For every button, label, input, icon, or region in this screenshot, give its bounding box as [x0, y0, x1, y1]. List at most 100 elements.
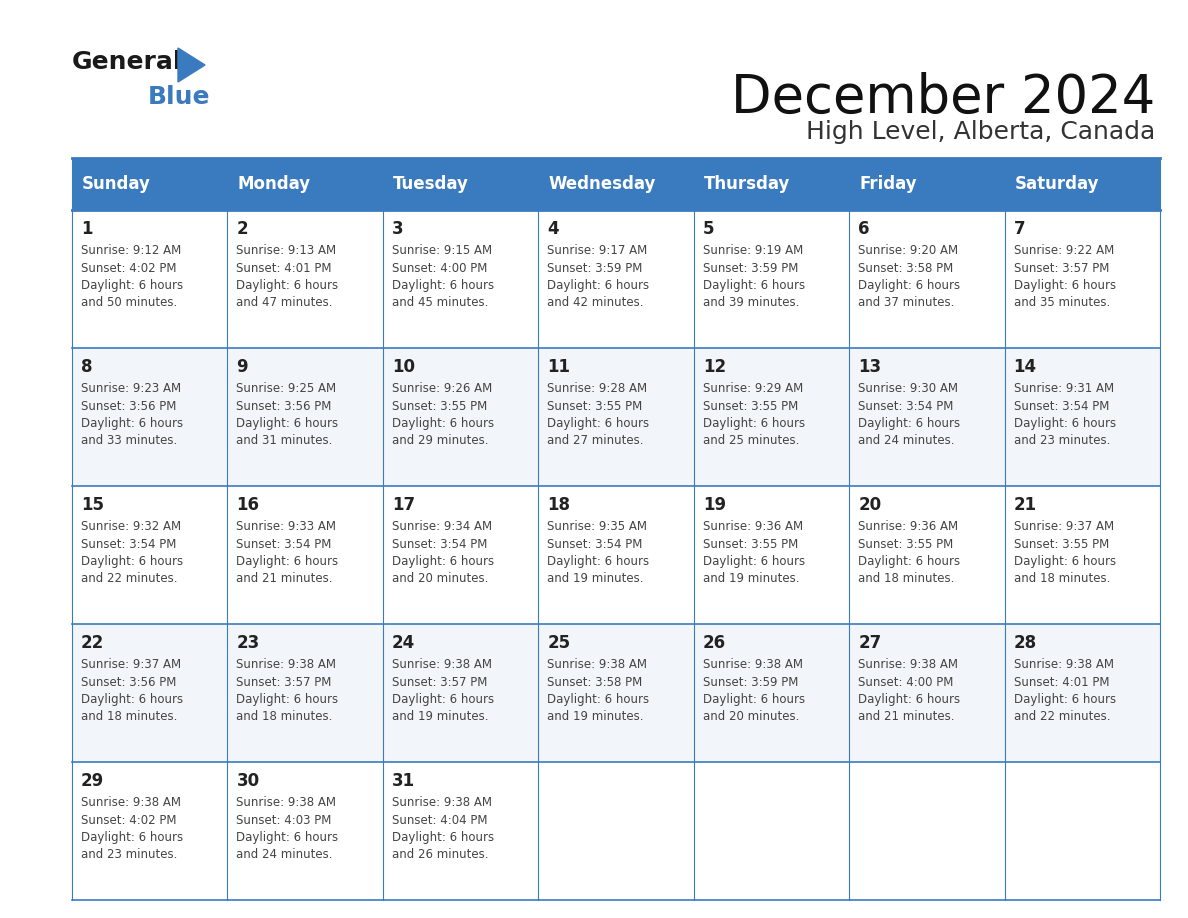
Text: and 18 minutes.: and 18 minutes.: [236, 711, 333, 723]
Text: Sunrise: 9:13 AM: Sunrise: 9:13 AM: [236, 244, 336, 257]
Text: Sunrise: 9:20 AM: Sunrise: 9:20 AM: [858, 244, 959, 257]
Text: and 20 minutes.: and 20 minutes.: [703, 711, 800, 723]
Text: Sunset: 3:57 PM: Sunset: 3:57 PM: [236, 676, 331, 688]
Text: Sunrise: 9:23 AM: Sunrise: 9:23 AM: [81, 382, 181, 395]
Text: Sunset: 4:00 PM: Sunset: 4:00 PM: [392, 262, 487, 274]
Text: Sunset: 3:59 PM: Sunset: 3:59 PM: [703, 262, 798, 274]
Bar: [72, 762, 227, 900]
Bar: [694, 348, 849, 486]
Text: Daylight: 6 hours: Daylight: 6 hours: [1013, 693, 1116, 706]
Text: 8: 8: [81, 358, 93, 376]
Text: Sunset: 3:56 PM: Sunset: 3:56 PM: [81, 676, 176, 688]
Text: Sunrise: 9:32 AM: Sunrise: 9:32 AM: [81, 520, 181, 533]
Text: and 21 minutes.: and 21 minutes.: [858, 711, 955, 723]
Text: 19: 19: [703, 496, 726, 514]
Text: Sunrise: 9:38 AM: Sunrise: 9:38 AM: [703, 658, 803, 671]
Text: Sunrise: 9:30 AM: Sunrise: 9:30 AM: [858, 382, 959, 395]
Bar: [849, 624, 1005, 762]
Bar: [1005, 762, 1159, 900]
Text: Friday: Friday: [859, 175, 917, 193]
Text: 27: 27: [858, 634, 881, 652]
Text: Daylight: 6 hours: Daylight: 6 hours: [1013, 279, 1116, 292]
Text: Sunset: 4:04 PM: Sunset: 4:04 PM: [392, 813, 487, 826]
Bar: [1005, 348, 1159, 486]
Text: 15: 15: [81, 496, 105, 514]
Text: Sunrise: 9:17 AM: Sunrise: 9:17 AM: [548, 244, 647, 257]
Text: Daylight: 6 hours: Daylight: 6 hours: [236, 555, 339, 568]
Text: Daylight: 6 hours: Daylight: 6 hours: [858, 417, 960, 430]
Text: 18: 18: [548, 496, 570, 514]
Bar: [538, 210, 694, 348]
Bar: [227, 624, 383, 762]
Text: Sunset: 4:02 PM: Sunset: 4:02 PM: [81, 262, 177, 274]
Text: and 20 minutes.: and 20 minutes.: [392, 573, 488, 586]
Text: Saturday: Saturday: [1015, 175, 1099, 193]
Text: and 19 minutes.: and 19 minutes.: [548, 711, 644, 723]
Bar: [1005, 210, 1159, 348]
Text: December 2024: December 2024: [731, 72, 1155, 124]
Bar: [383, 486, 538, 624]
Bar: [383, 762, 538, 900]
Text: and 27 minutes.: and 27 minutes.: [548, 434, 644, 447]
Text: 16: 16: [236, 496, 259, 514]
Text: and 47 minutes.: and 47 minutes.: [236, 297, 333, 309]
Text: and 19 minutes.: and 19 minutes.: [703, 573, 800, 586]
Text: 29: 29: [81, 772, 105, 790]
Text: 10: 10: [392, 358, 415, 376]
Text: 4: 4: [548, 220, 558, 238]
Text: Thursday: Thursday: [703, 175, 790, 193]
Text: and 39 minutes.: and 39 minutes.: [703, 297, 800, 309]
Text: Sunrise: 9:15 AM: Sunrise: 9:15 AM: [392, 244, 492, 257]
Text: 24: 24: [392, 634, 415, 652]
Bar: [849, 486, 1005, 624]
Text: Sunset: 3:55 PM: Sunset: 3:55 PM: [703, 399, 798, 412]
Text: and 23 minutes.: and 23 minutes.: [1013, 434, 1110, 447]
Text: Sunrise: 9:28 AM: Sunrise: 9:28 AM: [548, 382, 647, 395]
Text: and 35 minutes.: and 35 minutes.: [1013, 297, 1110, 309]
Text: and 42 minutes.: and 42 minutes.: [548, 297, 644, 309]
Text: 30: 30: [236, 772, 259, 790]
Bar: [1005, 624, 1159, 762]
Text: Daylight: 6 hours: Daylight: 6 hours: [236, 831, 339, 844]
Text: Sunrise: 9:38 AM: Sunrise: 9:38 AM: [81, 796, 181, 809]
Text: Daylight: 6 hours: Daylight: 6 hours: [236, 417, 339, 430]
Text: and 19 minutes.: and 19 minutes.: [548, 573, 644, 586]
Text: Sunrise: 9:29 AM: Sunrise: 9:29 AM: [703, 382, 803, 395]
Text: Daylight: 6 hours: Daylight: 6 hours: [392, 555, 494, 568]
Text: Sunrise: 9:38 AM: Sunrise: 9:38 AM: [392, 658, 492, 671]
Text: 13: 13: [858, 358, 881, 376]
Text: Sunrise: 9:36 AM: Sunrise: 9:36 AM: [858, 520, 959, 533]
Text: and 24 minutes.: and 24 minutes.: [858, 434, 955, 447]
Text: Daylight: 6 hours: Daylight: 6 hours: [703, 693, 804, 706]
Bar: [227, 762, 383, 900]
Text: and 24 minutes.: and 24 minutes.: [236, 848, 333, 861]
Text: 22: 22: [81, 634, 105, 652]
Bar: [538, 624, 694, 762]
Text: Daylight: 6 hours: Daylight: 6 hours: [703, 417, 804, 430]
Text: 5: 5: [703, 220, 714, 238]
Bar: [538, 348, 694, 486]
Text: Sunrise: 9:25 AM: Sunrise: 9:25 AM: [236, 382, 336, 395]
Text: Daylight: 6 hours: Daylight: 6 hours: [548, 279, 650, 292]
Text: Daylight: 6 hours: Daylight: 6 hours: [392, 831, 494, 844]
Text: Sunrise: 9:38 AM: Sunrise: 9:38 AM: [236, 658, 336, 671]
Text: 26: 26: [703, 634, 726, 652]
Text: Daylight: 6 hours: Daylight: 6 hours: [81, 417, 183, 430]
Bar: [694, 486, 849, 624]
Text: Daylight: 6 hours: Daylight: 6 hours: [548, 555, 650, 568]
Text: and 31 minutes.: and 31 minutes.: [236, 434, 333, 447]
Text: 28: 28: [1013, 634, 1037, 652]
Text: Sunset: 3:58 PM: Sunset: 3:58 PM: [858, 262, 954, 274]
Bar: [694, 624, 849, 762]
Text: and 50 minutes.: and 50 minutes.: [81, 297, 177, 309]
Text: 23: 23: [236, 634, 260, 652]
Text: Monday: Monday: [238, 175, 310, 193]
Text: Sunrise: 9:38 AM: Sunrise: 9:38 AM: [392, 796, 492, 809]
Bar: [849, 762, 1005, 900]
Bar: [538, 486, 694, 624]
Bar: [538, 762, 694, 900]
Text: Daylight: 6 hours: Daylight: 6 hours: [858, 555, 960, 568]
Text: Sunrise: 9:38 AM: Sunrise: 9:38 AM: [1013, 658, 1113, 671]
Text: Sunrise: 9:12 AM: Sunrise: 9:12 AM: [81, 244, 182, 257]
Text: Sunset: 3:59 PM: Sunset: 3:59 PM: [548, 262, 643, 274]
